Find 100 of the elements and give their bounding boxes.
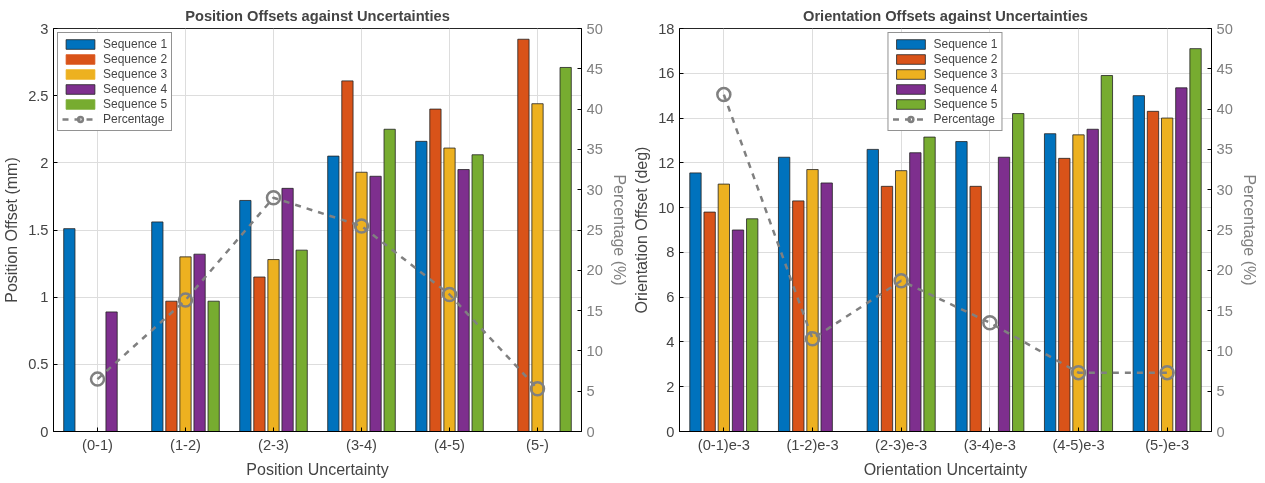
y2-tick-label: 50	[1216, 20, 1233, 37]
bar	[63, 228, 76, 432]
x-tick-label: (3-4)e-3	[963, 436, 1016, 453]
y-tick-label: 4	[666, 333, 675, 350]
point	[1070, 364, 1087, 381]
chart-title: Position Offsets against Uncertainties	[185, 7, 450, 24]
y2-axis-title: Percentage (%)	[1240, 174, 1258, 286]
legend-label: Sequence 1	[103, 37, 168, 51]
y-axis-title: Orientation Offset (deg)	[633, 146, 651, 314]
bar	[880, 185, 894, 432]
y2-tick-label: 35	[1216, 141, 1233, 158]
y2-tick-label: 25	[586, 222, 603, 238]
x-tick-label: (4-5)e-3	[1052, 436, 1105, 453]
x-tick-label: (0-1)e-3	[697, 436, 750, 453]
point	[804, 331, 821, 347]
legend-label: Sequence 2	[933, 52, 998, 66]
bar	[1012, 113, 1025, 432]
y-tick-label: 12	[658, 154, 675, 171]
legend-label: Sequence 4	[103, 82, 168, 96]
y-tick-label: 2	[666, 378, 675, 395]
point	[893, 273, 909, 289]
y-tick-label: 2	[40, 154, 49, 171]
bar	[717, 183, 730, 432]
y2-tick-label: 40	[586, 101, 603, 118]
bar	[895, 170, 908, 432]
legend-label: Sequence 5	[103, 97, 168, 111]
y2-tick-label: 20	[1216, 262, 1233, 279]
x-tick-label: (2-3)	[258, 436, 289, 453]
y-tick-label: 18	[658, 20, 675, 37]
bar	[1100, 75, 1113, 432]
y2-tick-label: 45	[586, 60, 603, 77]
point	[265, 190, 282, 206]
legend-label: Sequence 5	[933, 97, 998, 111]
y2-tick-label: 15	[586, 302, 603, 319]
x-tick-label: (4-5)	[434, 436, 465, 453]
point	[529, 381, 546, 397]
y-tick-label: 10	[658, 199, 675, 216]
y-tick-label: 2.5	[28, 87, 49, 104]
y-axis-title: Position Offset (mm)	[3, 157, 21, 303]
x-tick-label: (1-2)e-3	[786, 436, 839, 453]
bar	[105, 311, 118, 432]
point	[716, 86, 732, 103]
legend-label: Percentage	[933, 112, 995, 126]
y2-tick-label: 5	[1216, 383, 1225, 400]
x-tick-label: (5-)e-3	[1145, 436, 1190, 453]
y2-tick-label: 0	[586, 423, 595, 440]
y2-tick-label: 35	[586, 141, 603, 158]
y-tick-label: 8	[666, 244, 675, 261]
legend-label: Percentage	[103, 112, 165, 126]
y-tick-label: 1.5	[28, 222, 49, 238]
x-axis-title: Orientation Uncertainty	[863, 460, 1028, 478]
y-tick-label: 6	[666, 289, 675, 306]
bar	[1044, 133, 1057, 432]
bar	[731, 229, 745, 432]
x-tick-label: (2-3)e-3	[875, 436, 928, 453]
y2-tick-label: 0	[1216, 423, 1225, 440]
point	[982, 314, 998, 331]
y2-tick-label: 40	[1216, 101, 1233, 118]
y2-tick-label: 20	[586, 262, 603, 279]
y-tick-label: 0	[666, 423, 675, 440]
bar	[1161, 117, 1174, 432]
point	[441, 286, 458, 303]
y2-axis-title: Percentage (%)	[610, 174, 628, 286]
bar	[1132, 95, 1145, 432]
y2-tick-label: 5	[586, 383, 595, 400]
x-tick-label: (5-)	[526, 436, 549, 453]
x-tick-label: (0-1)	[82, 436, 113, 453]
point	[177, 292, 194, 308]
legend-label: Sequence 3	[103, 67, 168, 81]
bar	[778, 156, 791, 432]
y-tick-label: 16	[658, 65, 675, 82]
y2-tick-label: 50	[586, 20, 603, 37]
y2-tick-label: 30	[1216, 181, 1233, 198]
y-tick-label: 14	[658, 110, 675, 127]
x-tick-label: (3-4)	[346, 436, 377, 453]
y-tick-label: 1	[40, 289, 49, 306]
point	[353, 218, 370, 234]
x-axis-title: Position Uncertainty	[246, 460, 389, 478]
chart-title: Orientation Offsets against Uncertainties	[802, 7, 1089, 24]
y2-tick-label: 30	[586, 181, 603, 198]
point	[1159, 364, 1175, 381]
bar	[997, 156, 1011, 432]
y2-tick-label: 25	[1216, 222, 1233, 238]
y2-tick-label: 15	[1216, 302, 1233, 319]
y2-tick-label: 10	[586, 342, 603, 359]
y2-tick-label: 45	[1216, 60, 1233, 77]
legend-label: Sequence 3	[933, 67, 998, 81]
y-tick-label: 0	[40, 423, 49, 440]
x-tick-label: (1-2)	[170, 436, 201, 453]
bar	[559, 67, 572, 432]
bar	[866, 149, 879, 432]
bar	[746, 218, 759, 432]
y-tick-label: 3	[40, 20, 49, 37]
legend-label: Sequence 1	[933, 37, 998, 51]
bar	[1146, 110, 1160, 432]
legend-label: Sequence 4	[933, 82, 998, 96]
y2-tick-label: 10	[1216, 342, 1233, 359]
y-tick-label: 0.5	[28, 356, 49, 373]
point	[89, 371, 106, 387]
legend-label: Sequence 2	[103, 52, 168, 66]
